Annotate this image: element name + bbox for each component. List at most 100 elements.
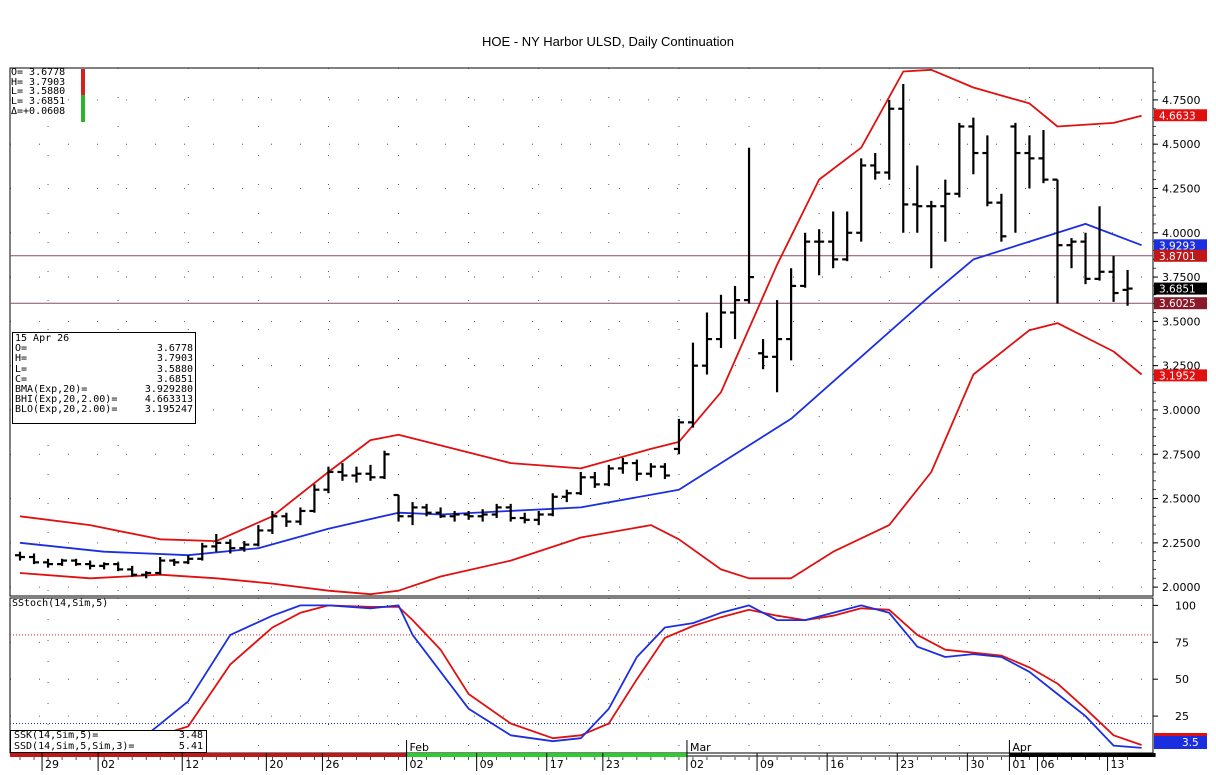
ohlc-bar: [575, 471, 586, 496]
ssd-tag: [1154, 733, 1207, 736]
ohlc-bar: [379, 450, 390, 480]
ssk-line: [19, 604, 1142, 749]
price-tag-label: 3.8701: [1159, 251, 1196, 263]
ohlc-bar: [561, 489, 572, 503]
ohlc-bar: [155, 557, 166, 575]
price-tag: [1154, 297, 1207, 310]
ohlc-bar: [71, 558, 82, 566]
day-tick-label: 30: [970, 758, 984, 771]
data-window-row: BHI(Exp,20,2.00)= 4.663313: [15, 395, 193, 405]
ohlc-bar: [449, 510, 460, 522]
dw-label: BHI(Exp,20,2.00)=: [15, 394, 118, 406]
lower-band-line: [19, 322, 1143, 596]
ohlc-bar: [842, 211, 853, 262]
price-tag-label: 4.6633: [1159, 110, 1196, 122]
ohlc-bar: [884, 99, 895, 180]
y-tick-label: 2.7500: [1162, 448, 1201, 461]
ohlc-bar: [982, 135, 993, 207]
ohlc-bar: [814, 229, 825, 276]
ohlc-bar: [197, 542, 208, 561]
ohlc-bar: [15, 551, 25, 561]
dw-value: 3.6851: [156, 373, 193, 385]
ohlc-bar: [547, 493, 558, 517]
y-tick-label: 2.2500: [1162, 537, 1201, 550]
day-tick-label: 26: [325, 758, 339, 771]
ohlc-bar: [281, 512, 292, 527]
ohlc-bar: [491, 503, 502, 519]
ohlc-low: L= 3.5880: [11, 86, 66, 98]
ohlc-bar: [323, 466, 334, 494]
ohlc-bar: [463, 510, 474, 520]
ohlc-bar: [1108, 255, 1119, 302]
ohlc-bar: [786, 268, 797, 361]
ohlc-bar: [29, 553, 40, 565]
ohlc-bar: [435, 507, 446, 519]
ohlc-bar: [505, 503, 516, 522]
stoch-panel-label: SStoch(14,Sim,5): [12, 598, 109, 609]
ohlc-bar: [211, 533, 222, 552]
y-tick-label: 2.0000: [1162, 581, 1201, 594]
y-tick-label: 4.0000: [1162, 227, 1201, 240]
day-tick-label: 01: [1012, 758, 1026, 771]
ohlc-bar: [267, 510, 278, 534]
ssk-label: SSK(14,Sim,5)=: [14, 730, 99, 741]
ssk-value: 3.48: [178, 730, 203, 741]
bma-line: [19, 222, 1142, 557]
main-panel-frame: [9, 67, 1154, 597]
ohlc-bar: [631, 459, 642, 481]
stoch-y-tick-label: 75: [1175, 636, 1189, 649]
day-tick-label: 23: [606, 758, 620, 771]
day-tick-label: 17: [550, 758, 564, 771]
price-tag-label: 3.9293: [1159, 240, 1196, 252]
ohlc-bar: [533, 510, 544, 526]
ohlc-bar: [407, 502, 418, 526]
data-window: 15 Apr 26 O= 3.6778 H= 3.7903 L= 3.5880 C= 3…: [12, 332, 196, 424]
day-tick-label: 09: [760, 758, 774, 771]
ohlc-bar: [589, 471, 600, 488]
y-tick-label: 3.7500: [1162, 271, 1201, 284]
dw-label: BMA(Exp,20)=: [15, 384, 88, 396]
day-tick-label: 23: [900, 758, 914, 771]
day-tick-label: 20: [269, 758, 283, 771]
ohlc-bar: [1010, 122, 1021, 233]
ohlc-bar: [141, 571, 152, 579]
dw-value: 3.929280: [144, 384, 193, 396]
ohlc-change: Δ=+0.0608: [11, 105, 66, 117]
ohlc-bar: [113, 562, 124, 572]
ohlc-bar: [870, 153, 881, 180]
ssd-row: SSD(14,Sim,5,Sim,3)= 5.41: [14, 740, 203, 753]
ohlc-bar: [800, 232, 811, 288]
stoch-values-box: SSK(14,Sim,5)= 3.48 SSD(14,Sim,5,Sim,3)= 5…: [10, 730, 207, 753]
ohlc-bar: [856, 158, 867, 242]
ohlc-bar: [645, 463, 656, 478]
month-label: Mar: [690, 741, 711, 754]
dw-label: O=: [15, 343, 28, 355]
stoch-y-tick-label: 100: [1175, 599, 1196, 612]
ohlc-strip-green: [81, 95, 85, 122]
ohlc-bar: [99, 562, 110, 570]
data-window-row: BMA(Exp,20)= 3.929280: [15, 384, 193, 396]
ohlc-bar: [365, 464, 376, 481]
ohlc-bar: [687, 342, 698, 428]
data-window-row: BLO(Exp,20,2.00)= 3.195247: [15, 405, 193, 415]
day-tick-label: 13: [1111, 758, 1125, 771]
ssd-value: 5.41: [178, 740, 203, 752]
ohlc-bar: [1122, 269, 1133, 306]
ohlc-bar: [127, 565, 138, 577]
dw-value: 3.7903: [156, 353, 193, 365]
data-window-row: C= 3.6851: [15, 373, 193, 385]
ohlc-bar: [996, 193, 1007, 242]
day-tick-label: 09: [480, 758, 494, 771]
ohlc-bar: [43, 558, 54, 568]
ohlc-bar: [169, 558, 180, 566]
dw-value: 4.663313: [144, 394, 193, 406]
ohlc-bar: [1080, 232, 1091, 285]
chart-title: HOE - NY Harbor ULSD, Daily Continuation: [482, 34, 734, 49]
ohlc-bar: [309, 484, 320, 513]
data-window-date: 15 Apr 26: [15, 333, 70, 344]
day-tick-label: 02: [690, 758, 704, 771]
ohlc-bar: [1066, 238, 1077, 269]
month-bar-apr: [1009, 753, 1156, 757]
ohlc-bar: [1094, 206, 1105, 281]
ohlc-bar: [477, 509, 488, 522]
